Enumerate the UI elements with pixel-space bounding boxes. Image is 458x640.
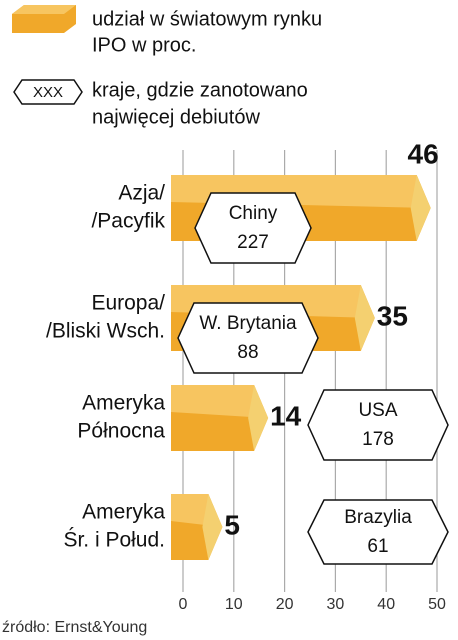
legend-label: IPO w proc.	[92, 34, 196, 56]
y-tick-label: /Bliski Wsch.	[46, 320, 165, 343]
bar-top	[171, 385, 269, 418]
y-tick-label: Ameryka	[82, 392, 165, 415]
y-tick-label: Śr. i Połud.	[63, 528, 165, 552]
country-hex	[177, 302, 319, 374]
value-label: 35	[377, 300, 408, 331]
legend-bar-icon-top	[12, 5, 76, 14]
y-tick-label: Azja/	[118, 182, 165, 205]
country-hex	[194, 192, 312, 264]
legend-hex-icon	[13, 79, 83, 105]
country-count: 227	[237, 232, 269, 253]
bar-end	[354, 285, 375, 351]
y-tick-label: /Pacyfik	[91, 210, 165, 233]
x-tick-label: 10	[225, 596, 243, 613]
source: źródło: Ernst&Young	[2, 619, 147, 636]
country-hex	[307, 389, 449, 461]
country-count: 88	[237, 342, 258, 363]
legend-label: najwięcej debiutów	[92, 106, 260, 128]
y-tick-label: Ameryka	[82, 501, 165, 524]
country-count: 61	[367, 536, 388, 557]
value-label: 46	[408, 138, 439, 169]
country-hex	[307, 499, 449, 565]
bar-end	[248, 385, 269, 451]
value-label: 5	[224, 509, 240, 540]
value-label: 14	[270, 400, 302, 431]
y-tick-label: Europa/	[91, 292, 165, 315]
x-tick-label: 40	[377, 596, 395, 613]
x-tick-label: 20	[276, 596, 294, 613]
x-tick-label: 30	[327, 596, 345, 613]
y-tick-label: Północna	[77, 420, 165, 443]
country-name: USA	[358, 400, 397, 421]
country-name: Chiny	[229, 203, 278, 224]
legend: XXX udział w światowym rynku IPO w proc.…	[12, 5, 322, 128]
bar-end	[410, 175, 431, 241]
bar-end	[202, 494, 223, 560]
legend-label: kraje, gdzie zanotowano	[92, 79, 308, 101]
country-name: Brazylia	[344, 507, 412, 528]
country-name: W. Brytania	[199, 313, 297, 334]
country-count: 178	[362, 429, 394, 450]
legend-hex-symbol: XXX	[33, 84, 63, 101]
x-tick-label: 50	[428, 596, 446, 613]
legend-label: udział w światowym rynku	[92, 8, 322, 30]
x-tick-label: 0	[179, 596, 188, 613]
